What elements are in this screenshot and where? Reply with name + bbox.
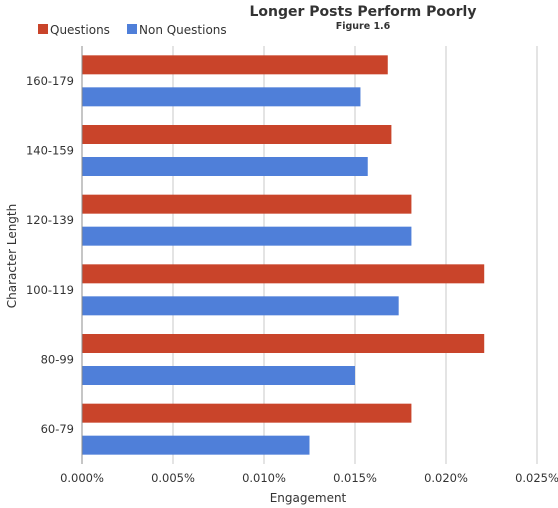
bar-non-questions-160-179 xyxy=(82,87,361,107)
bar-questions-80-99 xyxy=(82,334,485,353)
bar-non-questions-60-79 xyxy=(82,435,310,455)
y-tick-label: 120-139 xyxy=(26,213,74,227)
x-tick-label: 0.015% xyxy=(333,471,377,485)
y-tick-label: 80-99 xyxy=(41,353,74,367)
bar-non-questions-100-119 xyxy=(82,296,399,316)
gridlines xyxy=(172,46,538,464)
y-tick-labels: 160-179 140-159 120-139 100-119 80-99 60-79 xyxy=(26,74,74,436)
legend-label-non-questions: Non Questions xyxy=(139,23,227,37)
chart-subtitle: Figure 1.6 xyxy=(336,21,391,32)
y-tick-label: 100-119 xyxy=(26,283,74,297)
x-tick-label: 0.005% xyxy=(151,471,195,485)
legend: Questions Non Questions xyxy=(38,23,227,37)
bar-non-questions-140-159 xyxy=(82,157,368,176)
y-tick-label: 140-159 xyxy=(26,144,74,158)
x-axis-label: Engagement xyxy=(270,491,347,505)
y-tick-label: 60-79 xyxy=(41,422,74,436)
bar-questions-100-119 xyxy=(82,264,485,284)
bar-non-questions-120-139 xyxy=(82,226,412,246)
x-tick-label: 0.000% xyxy=(60,471,104,485)
y-axis-label: Character Length xyxy=(5,204,19,308)
x-tick-labels: 0.000% 0.005% 0.010% 0.015% 0.020% 0.025% xyxy=(60,471,558,485)
y-tick-label: 160-179 xyxy=(26,74,74,88)
chart-title: Longer Posts Perform Poorly xyxy=(250,4,477,20)
x-tick-label: 0.020% xyxy=(424,471,468,485)
bar-questions-60-79 xyxy=(82,403,412,423)
x-tick-label: 0.010% xyxy=(242,471,286,485)
bar-questions-120-139 xyxy=(82,194,412,214)
bar-non-questions-80-99 xyxy=(82,366,355,385)
legend-label-questions: Questions xyxy=(50,23,110,37)
x-tick-label: 0.025% xyxy=(515,471,558,485)
bars xyxy=(82,55,485,455)
legend-swatch-non-questions xyxy=(127,24,137,34)
legend-swatch-questions xyxy=(38,24,48,34)
bar-questions-160-179 xyxy=(82,55,388,75)
bar-questions-140-159 xyxy=(82,125,392,144)
